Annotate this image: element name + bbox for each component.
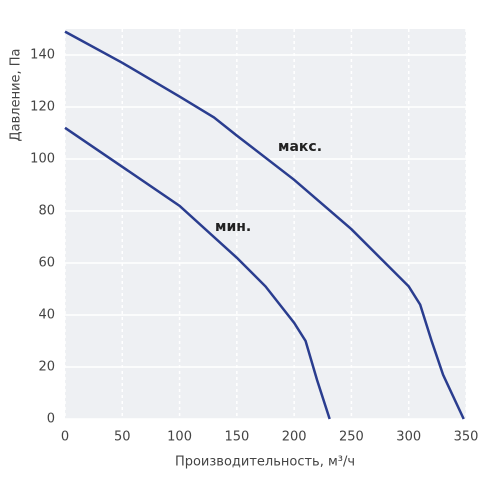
y-tick-label: 0 (47, 412, 55, 427)
y-tick-label: 140 (30, 48, 55, 63)
x-tick-label: 200 (282, 430, 307, 445)
annotation: мин. (215, 219, 251, 235)
y-tick-label: 40 (38, 308, 55, 323)
line (64, 126, 331, 420)
annotation: макс. (278, 139, 322, 155)
y-tick-label: 80 (38, 204, 55, 219)
x-tick-label: 250 (339, 430, 364, 445)
x-tick-label: 300 (396, 430, 421, 445)
y-tick-label: 100 (30, 152, 55, 167)
x-tick-label: 0 (61, 430, 69, 445)
y-tick-label: 60 (38, 256, 55, 271)
y-axis-label: Давление, Па (9, 48, 24, 141)
y-tick-label: 20 (38, 360, 55, 375)
x-tick-label: 100 (167, 430, 192, 445)
y-tick-label: 120 (30, 100, 55, 115)
x-tick-label: 150 (224, 430, 249, 445)
x-tick-label: 50 (114, 430, 131, 445)
plot-area (65, 29, 466, 419)
line (64, 30, 465, 420)
x-axis-label: Производительность, м³/ч (175, 455, 355, 470)
x-tick-label: 350 (454, 430, 479, 445)
